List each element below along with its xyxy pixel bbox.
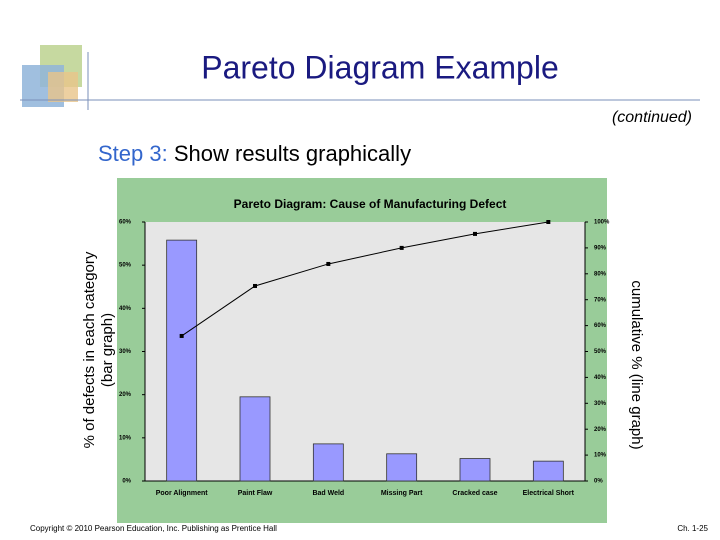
- y2-axis-label: cumulative % (line graph): [628, 280, 645, 449]
- y2-tick-label: 30%: [594, 401, 607, 407]
- y2-tick-label: 60%: [594, 323, 607, 329]
- y-tick-label: 40%: [119, 306, 132, 312]
- x-tick-label: Poor Alignment: [156, 490, 209, 497]
- line-marker: [179, 333, 184, 338]
- bar: [459, 458, 491, 482]
- x-tick-label: Missing Part: [381, 490, 423, 497]
- y-tick-label: 50%: [119, 263, 132, 269]
- page-number: Ch. 1-25: [677, 524, 708, 533]
- bar: [166, 239, 198, 482]
- y2-tick-label: 100%: [594, 220, 610, 226]
- line-marker: [546, 220, 551, 224]
- step-label: Step 3:: [98, 141, 168, 166]
- y-axis-label: % of defects in each category: [81, 251, 98, 448]
- x-tick-label: Electrical Short: [523, 490, 575, 497]
- step-heading: Step 3: Show results graphically: [98, 141, 411, 166]
- y-tick-label: 0%: [122, 479, 131, 485]
- bar: [239, 396, 271, 482]
- y-tick-label: 30%: [119, 349, 132, 355]
- y2-tick-label: 20%: [594, 427, 607, 433]
- bar: [312, 443, 344, 482]
- line-marker: [399, 245, 404, 250]
- line-marker: [473, 231, 477, 236]
- decor: [48, 72, 78, 102]
- step-text: Show results graphically: [174, 141, 411, 166]
- slide-title: Pareto Diagram Example: [201, 49, 558, 85]
- x-tick-label: Bad Weld: [312, 490, 344, 497]
- bar: [532, 460, 564, 482]
- y2-tick-label: 70%: [594, 297, 607, 303]
- y2-tick-label: 40%: [594, 375, 607, 381]
- x-tick-label: Cracked case: [452, 490, 497, 497]
- x-tick-label: Paint Flaw: [238, 490, 273, 497]
- y2-tick-label: 10%: [594, 453, 607, 459]
- y-tick-label: 20%: [119, 392, 132, 398]
- y2-tick-label: 0%: [594, 479, 603, 485]
- y2-tick-label: 80%: [594, 271, 607, 277]
- subtitle: (continued): [612, 109, 692, 126]
- chart-title: Pareto Diagram: Cause of Manufacturing D…: [234, 197, 507, 211]
- footer: Copyright © 2010 Pearson Education, Inc.…: [30, 524, 277, 533]
- line-marker: [253, 283, 257, 288]
- cumulative-line: [181, 221, 549, 337]
- bar: [386, 453, 418, 482]
- y2-tick-label: 90%: [594, 245, 607, 251]
- y2-tick-label: 50%: [594, 349, 607, 355]
- plot-area: [145, 222, 585, 481]
- y-tick-label: 10%: [119, 435, 132, 441]
- y-axis-label: (bar graph): [99, 313, 116, 387]
- line-marker: [326, 261, 331, 266]
- y-tick-label: 60%: [119, 220, 132, 226]
